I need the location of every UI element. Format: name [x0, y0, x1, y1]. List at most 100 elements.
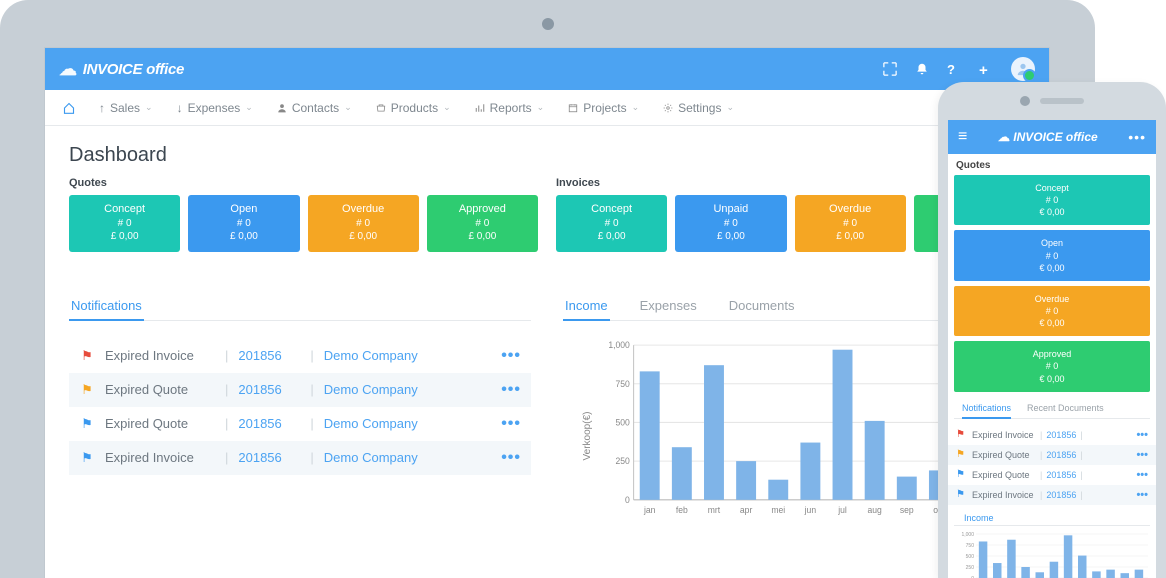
- quotes-tile-open[interactable]: Open# 0£ 0,00: [188, 195, 299, 252]
- phone-tab-recent documents[interactable]: Recent Documents: [1027, 403, 1104, 418]
- more-icon[interactable]: •••: [1128, 129, 1146, 145]
- svg-text:250: 250: [966, 565, 975, 571]
- nav-products[interactable]: Products⌄: [364, 101, 463, 115]
- phone-speaker: [938, 82, 1166, 120]
- svg-text:sep: sep: [900, 505, 914, 515]
- nav-settings[interactable]: Settings⌄: [651, 101, 746, 115]
- notification-id[interactable]: 201856: [238, 382, 300, 397]
- flag-icon: ⚑: [79, 382, 95, 398]
- svg-text:250: 250: [615, 456, 629, 466]
- invoices-tile-overdue[interactable]: Overdue# 0£ 0,00: [795, 195, 906, 252]
- flag-icon: ⚑: [956, 489, 968, 500]
- quotes-section: Quotes Concept# 0£ 0,00 Open# 0£ 0,00 Ov…: [69, 177, 538, 252]
- svg-text:1,000: 1,000: [608, 340, 630, 350]
- row-actions-icon[interactable]: •••: [501, 449, 521, 467]
- phone-topbar: ≡ ☁ INVOICE office •••: [948, 120, 1156, 154]
- help-icon[interactable]: ?: [947, 62, 961, 76]
- svg-text:jun: jun: [804, 505, 817, 515]
- nav-projects[interactable]: Projects⌄: [556, 101, 651, 115]
- menu-icon[interactable]: ≡: [958, 128, 967, 146]
- bell-icon[interactable]: [915, 62, 929, 76]
- notification-row[interactable]: ⚑ Expired Quote | 201856 | Demo Company …: [69, 407, 531, 441]
- svg-text:500: 500: [615, 417, 629, 427]
- flag-icon: ⚑: [956, 429, 968, 440]
- brand-logo[interactable]: ☁ INVOICE office: [59, 59, 184, 80]
- notification-company[interactable]: Demo Company: [324, 450, 491, 465]
- notification-row[interactable]: ⚑ Expired Invoice | 201856 | Demo Compan…: [69, 339, 531, 373]
- invoices-tile-concept[interactable]: Concept# 0£ 0,00: [556, 195, 667, 252]
- row-actions-icon[interactable]: •••: [1136, 489, 1148, 501]
- row-actions-icon[interactable]: •••: [501, 381, 521, 399]
- phone-tile-open[interactable]: Open# 0€ 0,00: [954, 230, 1150, 280]
- notification-id[interactable]: 201856: [238, 348, 300, 363]
- notification-label: Expired Invoice: [105, 348, 215, 363]
- phone-notification-row[interactable]: ⚑ Expired Quote| 201856| •••: [948, 465, 1156, 485]
- lower-columns: Notifications ⚑ Expired Invoice | 201856…: [69, 292, 1025, 534]
- topbar-actions: ? +: [883, 57, 1035, 81]
- tab-documents[interactable]: Documents: [727, 292, 797, 320]
- phone-notification-row[interactable]: ⚑ Expired Invoice| 201856| •••: [948, 425, 1156, 445]
- cloud-icon: ☁: [59, 59, 77, 80]
- svg-text:jan: jan: [643, 505, 656, 515]
- flag-icon: ⚑: [956, 469, 968, 480]
- phone-notification-row[interactable]: ⚑ Expired Quote| 201856| •••: [948, 445, 1156, 465]
- phone-tabs: Notifications Recent Documents: [954, 397, 1150, 419]
- row-actions-icon[interactable]: •••: [501, 347, 521, 365]
- nav-contacts[interactable]: Contacts⌄: [265, 101, 364, 115]
- plus-icon[interactable]: +: [979, 62, 993, 76]
- nav-home[interactable]: [51, 102, 87, 114]
- phone-tiles: Concept# 0€ 0,00 Open# 0€ 0,00 Overdue# …: [948, 175, 1156, 392]
- quotes-tile-overdue[interactable]: Overdue# 0£ 0,00: [308, 195, 419, 252]
- quotes-label: Quotes: [69, 177, 538, 189]
- content-area: Dashboard Quotes Concept# 0£ 0,00 Open# …: [45, 126, 1049, 534]
- notification-row[interactable]: ⚑ Expired Invoice | 201856 | Demo Compan…: [69, 441, 531, 475]
- avatar[interactable]: [1011, 57, 1035, 81]
- svg-text:750: 750: [615, 378, 629, 388]
- row-actions-icon[interactable]: •••: [1136, 469, 1148, 481]
- phone-screen: ≡ ☁ INVOICE office ••• Quotes Concept# 0…: [948, 120, 1156, 578]
- phone-income-tab[interactable]: Income: [954, 505, 1150, 526]
- tab-notifications[interactable]: Notifications: [69, 292, 144, 321]
- notification-id[interactable]: 201856: [238, 416, 300, 431]
- invoices-tile-unpaid[interactable]: Unpaid# 0£ 0,00: [675, 195, 786, 252]
- svg-text:mei: mei: [771, 505, 785, 515]
- fullscreen-icon[interactable]: [883, 62, 897, 76]
- nav-reports[interactable]: Reports⌄: [463, 101, 557, 115]
- notification-id[interactable]: 201856: [238, 450, 300, 465]
- svg-text:jul: jul: [837, 505, 847, 515]
- notification-row[interactable]: ⚑ Expired Quote | 201856 | Demo Company …: [69, 373, 531, 407]
- tile-sections: Quotes Concept# 0£ 0,00 Open# 0£ 0,00 Ov…: [69, 177, 1025, 252]
- phone-tab-notifications[interactable]: Notifications: [962, 403, 1011, 419]
- notification-label: Expired Quote: [105, 382, 215, 397]
- svg-text:aug: aug: [867, 505, 881, 515]
- phone-brand: ☁ INVOICE office: [998, 130, 1098, 144]
- notification-company[interactable]: Demo Company: [324, 382, 491, 397]
- quotes-tiles: Concept# 0£ 0,00 Open# 0£ 0,00 Overdue# …: [69, 195, 538, 252]
- notification-company[interactable]: Demo Company: [324, 348, 491, 363]
- app-screen: ☁ INVOICE office ? + ↑Sales⌄: [45, 48, 1049, 578]
- svg-text:750: 750: [966, 543, 975, 549]
- row-actions-icon[interactable]: •••: [501, 415, 521, 433]
- left-tabs: Notifications: [69, 292, 531, 321]
- notification-company[interactable]: Demo Company: [324, 416, 491, 431]
- nav-expenses[interactable]: ↓Expenses⌄: [165, 101, 265, 115]
- svg-text:500: 500: [966, 554, 975, 560]
- phone-tile-overdue[interactable]: Overdue# 0€ 0,00: [954, 286, 1150, 336]
- phone-notifications: ⚑ Expired Invoice| 201856| ••• ⚑ Expired…: [948, 425, 1156, 505]
- quotes-tile-concept[interactable]: Concept# 0£ 0,00: [69, 195, 180, 252]
- phone-tile-concept[interactable]: Concept# 0€ 0,00: [954, 175, 1150, 225]
- svg-text:apr: apr: [740, 505, 752, 515]
- flag-icon: ⚑: [79, 416, 95, 432]
- row-actions-icon[interactable]: •••: [1136, 429, 1148, 441]
- phone-device-frame: ≡ ☁ INVOICE office ••• Quotes Concept# 0…: [938, 82, 1166, 578]
- phone-tile-approved[interactable]: Approved# 0€ 0,00: [954, 341, 1150, 391]
- phone-notification-row[interactable]: ⚑ Expired Invoice| 201856| •••: [948, 485, 1156, 505]
- topbar: ☁ INVOICE office ? +: [45, 48, 1049, 90]
- tab-expenses[interactable]: Expenses: [638, 292, 699, 320]
- flag-icon: ⚑: [956, 449, 968, 460]
- chart-ylabel: Verkoop(€): [582, 412, 593, 461]
- quotes-tile-approved[interactable]: Approved# 0£ 0,00: [427, 195, 538, 252]
- nav-sales[interactable]: ↑Sales⌄: [87, 101, 165, 115]
- tab-income[interactable]: Income: [563, 292, 610, 321]
- row-actions-icon[interactable]: •••: [1136, 449, 1148, 461]
